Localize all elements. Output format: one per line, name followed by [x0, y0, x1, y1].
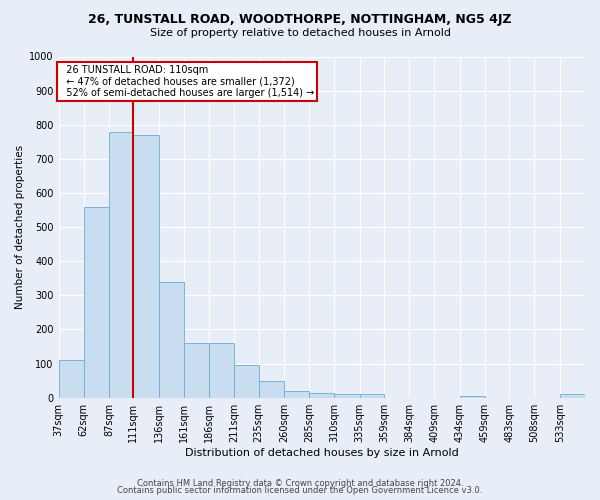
Bar [158, 282, 184, 398]
Bar [560, 394, 585, 398]
Text: 26 TUNSTALL ROAD: 110sqm
  ← 47% of detached houses are smaller (1,372)
  52% of: 26 TUNSTALL ROAD: 110sqm ← 47% of detach… [59, 65, 314, 98]
Bar [359, 394, 384, 398]
Bar [209, 343, 235, 398]
Bar [84, 206, 109, 398]
Bar [109, 132, 133, 398]
Bar [334, 394, 359, 398]
Bar [184, 343, 209, 398]
Bar [235, 366, 259, 398]
Bar [59, 360, 84, 398]
Text: Contains public sector information licensed under the Open Government Licence v3: Contains public sector information licen… [118, 486, 482, 495]
Bar [460, 396, 485, 398]
Text: 26, TUNSTALL ROAD, WOODTHORPE, NOTTINGHAM, NG5 4JZ: 26, TUNSTALL ROAD, WOODTHORPE, NOTTINGHA… [88, 12, 512, 26]
X-axis label: Distribution of detached houses by size in Arnold: Distribution of detached houses by size … [185, 448, 458, 458]
Text: Size of property relative to detached houses in Arnold: Size of property relative to detached ho… [149, 28, 451, 38]
Bar [133, 135, 158, 398]
Bar [309, 392, 334, 398]
Bar [284, 391, 309, 398]
Y-axis label: Number of detached properties: Number of detached properties [15, 145, 25, 309]
Bar [259, 380, 284, 398]
Text: Contains HM Land Registry data © Crown copyright and database right 2024.: Contains HM Land Registry data © Crown c… [137, 478, 463, 488]
